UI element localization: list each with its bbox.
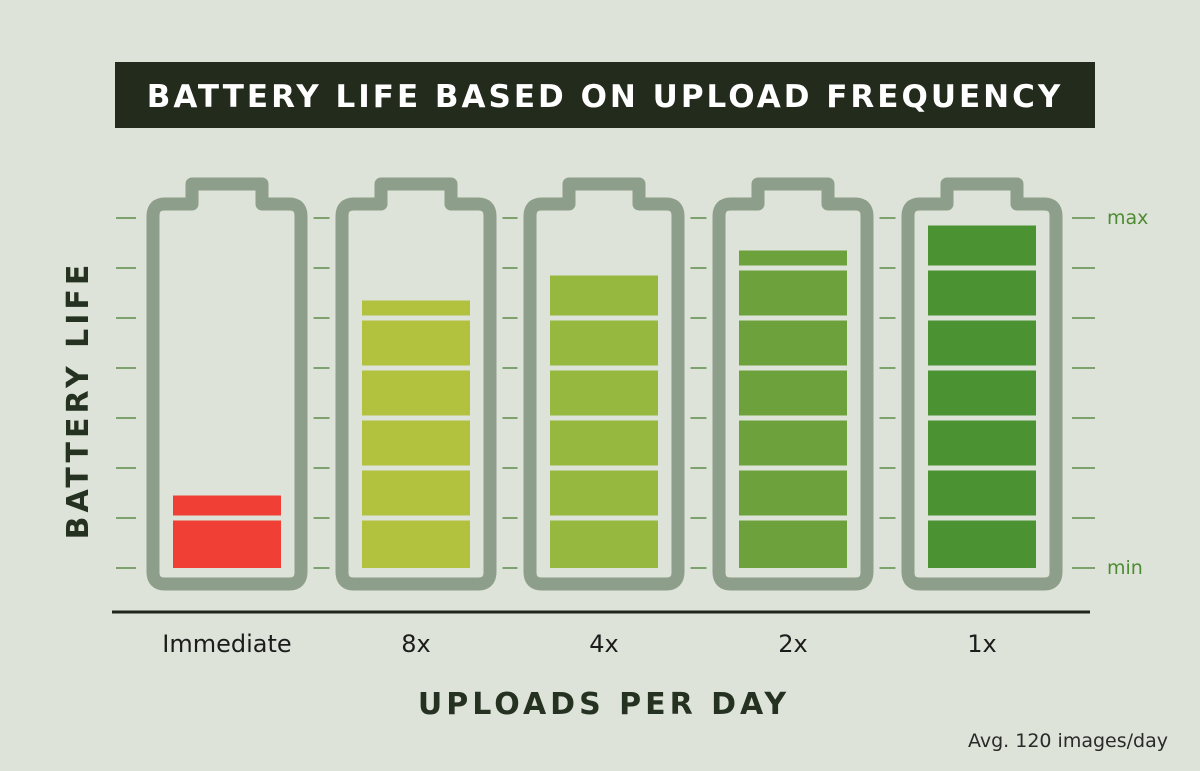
scale-max-label: max xyxy=(1107,207,1148,229)
battery-immediate xyxy=(146,177,308,591)
bar-segment xyxy=(362,420,470,466)
bar-segment xyxy=(550,275,658,316)
bar-segment xyxy=(928,270,1036,316)
bar-segment xyxy=(362,470,470,516)
scale-min-label: min xyxy=(1107,557,1143,579)
bar-segment xyxy=(173,520,281,568)
bar-segment xyxy=(739,420,847,466)
tick-marks xyxy=(116,217,1095,569)
bar-segment xyxy=(362,300,470,316)
bar-segment xyxy=(362,370,470,416)
battery-outline xyxy=(523,177,685,591)
bar-segment xyxy=(928,320,1036,366)
bar-segment xyxy=(362,520,470,568)
bar-segment xyxy=(739,270,847,316)
bar-segment xyxy=(739,370,847,416)
bar-segment xyxy=(928,370,1036,416)
title-banner xyxy=(115,62,1095,128)
bar-segment xyxy=(550,520,658,568)
category-labels: Immediate 8x 4x 2x 1x xyxy=(162,630,996,658)
battery-outline xyxy=(146,177,308,591)
x-axis-title: UPLOADS PER DAY xyxy=(418,687,790,722)
bar-segment xyxy=(739,250,847,266)
bar-segment xyxy=(550,470,658,516)
battery-4x xyxy=(523,177,685,591)
bar-segment xyxy=(928,470,1036,516)
y-axis-title: BATTERY LIFE xyxy=(61,261,96,540)
category-label: 1x xyxy=(967,630,996,658)
category-label: Immediate xyxy=(162,630,291,658)
bar-segment xyxy=(739,470,847,516)
category-label: 2x xyxy=(778,630,807,658)
bar-segment xyxy=(739,320,847,366)
category-label: 8x xyxy=(401,630,430,658)
bar-segment xyxy=(550,370,658,416)
battery-outline xyxy=(901,177,1063,591)
battery-1x xyxy=(901,177,1063,591)
battery-8x xyxy=(335,177,497,591)
battery-outline xyxy=(712,177,874,591)
bar-segment xyxy=(739,520,847,568)
bar-segment xyxy=(928,520,1036,568)
bar-segment xyxy=(550,320,658,366)
bar-segment xyxy=(362,320,470,366)
bar-segment xyxy=(550,420,658,466)
category-label: 4x xyxy=(589,630,618,658)
chart-title: BATTERY LIFE BASED ON UPLOAD FREQUENCY xyxy=(147,79,1064,115)
bar-segment xyxy=(928,225,1036,266)
bar-segment xyxy=(928,420,1036,466)
bar-segment xyxy=(173,495,281,516)
footnote: Avg. 120 images/day xyxy=(968,730,1168,752)
battery-2x xyxy=(712,177,874,591)
battery-bars xyxy=(146,177,1063,591)
battery-outline xyxy=(335,177,497,591)
